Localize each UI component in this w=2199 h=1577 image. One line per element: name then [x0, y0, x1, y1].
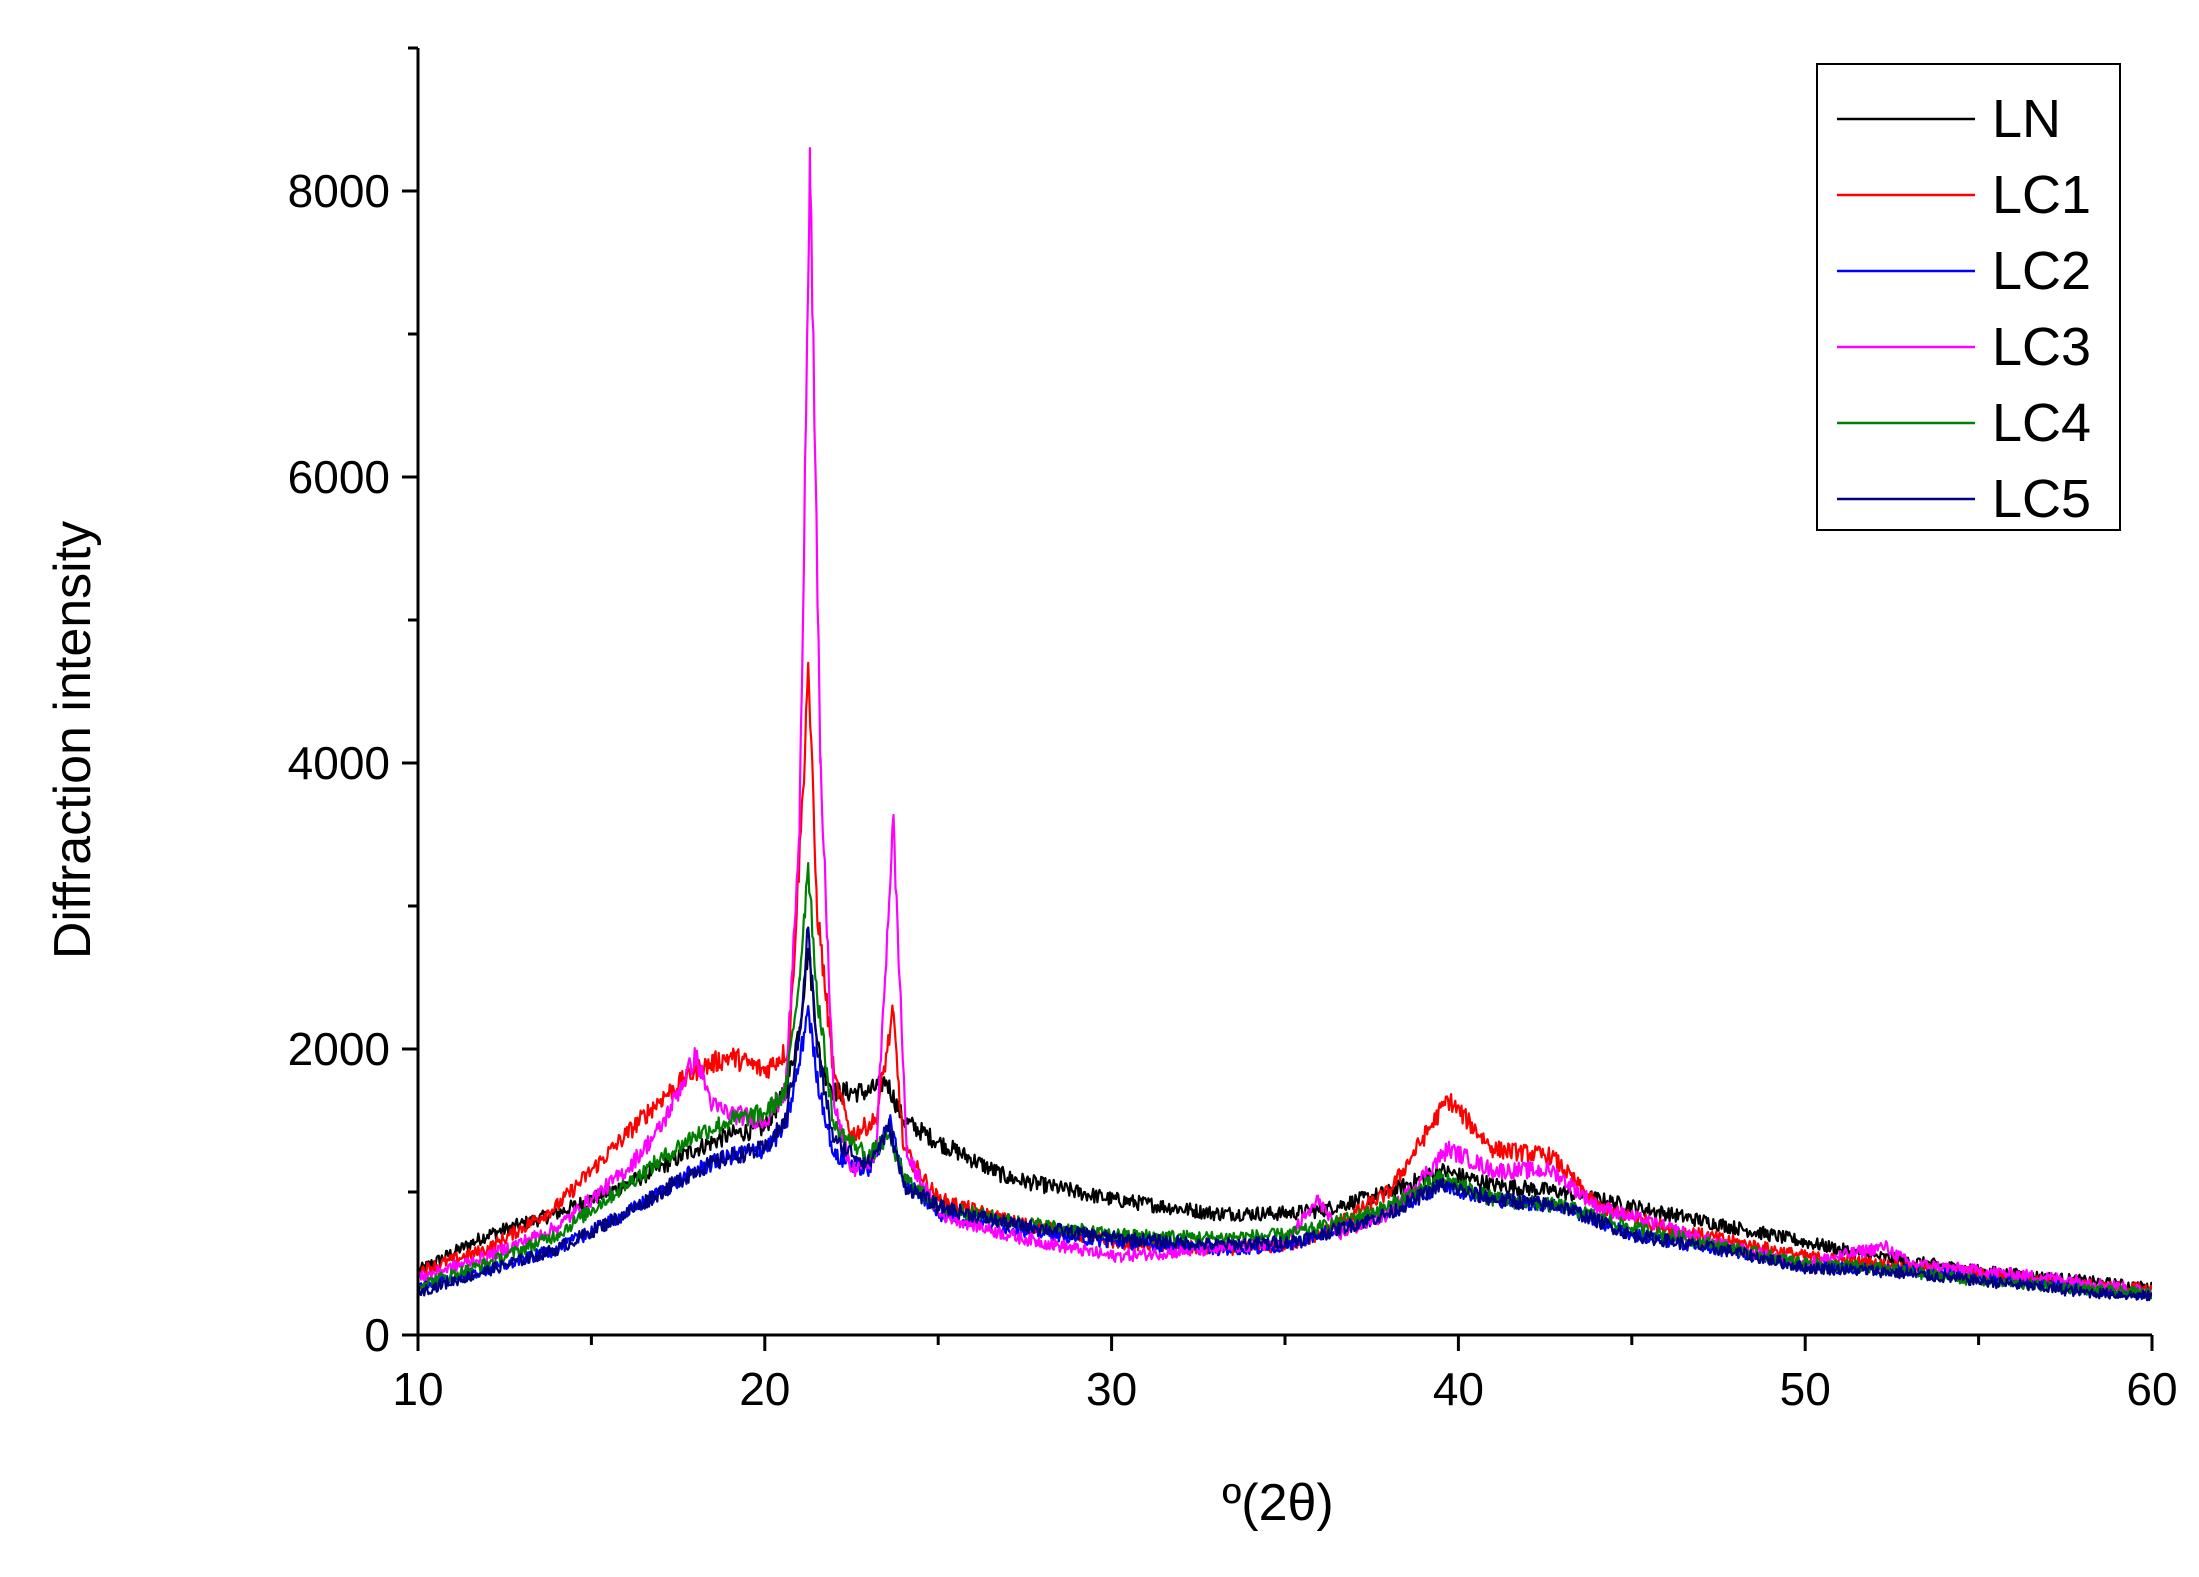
series-line-lc1	[418, 661, 2152, 1296]
x-axis-title: º(2θ)	[1222, 1474, 1333, 1532]
y-tick-label: 2000	[288, 1023, 390, 1075]
x-tick-label: 50	[1780, 1363, 1831, 1415]
legend-label-lc5: LC5	[1992, 469, 2091, 529]
legend-label-lc3: LC3	[1992, 317, 2091, 377]
series-layer	[418, 147, 2152, 1302]
x-tick-label: 60	[2126, 1363, 2177, 1415]
series-line-lc5	[418, 926, 2152, 1302]
legend-label-ln: LN	[1992, 89, 2061, 149]
x-tick-label: 20	[739, 1363, 790, 1415]
y-axis-title: Diffraction intensity	[44, 521, 102, 959]
y-tick-label: 6000	[288, 451, 390, 503]
x-tick-label: 10	[392, 1363, 443, 1415]
x-tick-label: 30	[1086, 1363, 1137, 1415]
legend: LN LC1 LC2 LC3 LC4 LC5	[1816, 63, 2121, 531]
legend-label-lc2: LC2	[1992, 241, 2091, 301]
legend-box	[1816, 63, 2121, 531]
x-tick-label: 40	[1433, 1363, 1484, 1415]
y-tick-label: 8000	[288, 165, 390, 217]
legend-label-lc1: LC1	[1992, 165, 2091, 225]
y-tick-label: 0	[364, 1309, 390, 1361]
y-tick-label: 4000	[288, 737, 390, 789]
legend-label-lc4: LC4	[1992, 393, 2091, 453]
plot-area	[418, 147, 2152, 1302]
axes-layer: 10 20 30 40 50 60 0 2000 4000 6000 8000	[288, 46, 2178, 1415]
